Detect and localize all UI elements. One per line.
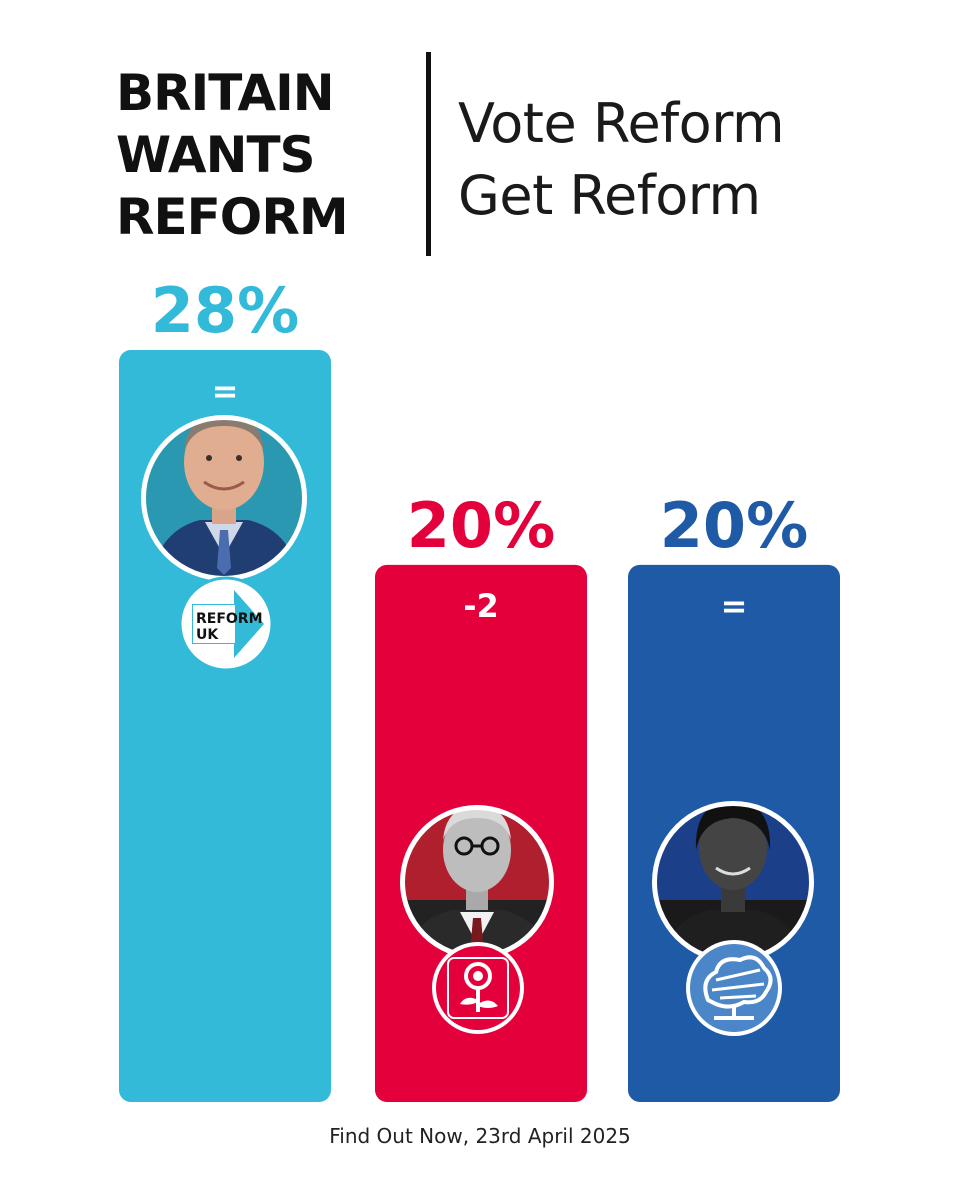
change-label-2: = — [721, 587, 748, 625]
headline-line: REFORM — [116, 188, 349, 246]
labour-rose-logo-icon — [432, 942, 524, 1034]
conservative-tree-logo-icon — [686, 940, 782, 1036]
headline: BRITAIN WANTS REFORM — [116, 62, 349, 248]
value-label-1: 20% — [407, 489, 555, 562]
farage-portrait-icon — [141, 415, 307, 581]
change-label-1: -2 — [463, 587, 499, 625]
tagline-line: Vote Reform — [458, 92, 785, 155]
value-label-0: 28% — [151, 274, 299, 347]
tagline-line: Get Reform — [458, 164, 761, 227]
header-divider — [426, 52, 431, 256]
badenoch-portrait-icon — [652, 801, 814, 963]
starmer-portrait-icon — [400, 805, 554, 959]
reform-uk-logo-icon: REFORM UK — [178, 576, 274, 672]
value-label-2: 20% — [660, 489, 808, 562]
source-note: Find Out Now, 23rd April 2025 — [329, 1124, 631, 1148]
headline-line: BRITAIN — [116, 64, 335, 122]
svg-text:REFORM: REFORM — [196, 611, 263, 627]
headline-line: WANTS — [116, 126, 316, 184]
svg-text:UK: UK — [196, 627, 219, 643]
tagline: Vote Reform Get Reform — [458, 88, 785, 232]
change-label-0: = — [212, 372, 239, 410]
